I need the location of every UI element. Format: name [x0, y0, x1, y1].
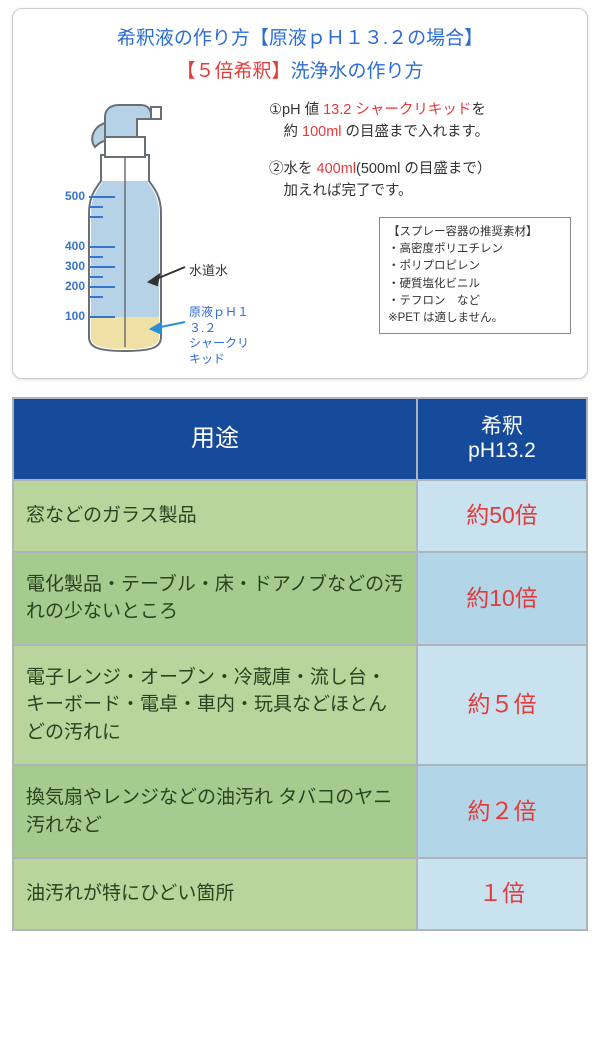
materials-l4: ・テフロン など	[388, 293, 562, 310]
use-cell: 換気扇やレンジなどの油汚れ タバコのヤニ汚れなど	[13, 765, 417, 858]
table-row: 換気扇やレンジなどの油汚れ タバコのヤニ汚れなど 約２倍	[13, 765, 587, 858]
scale-300: 300	[59, 259, 85, 273]
title2-rest: 洗浄水の作り方	[291, 61, 424, 82]
table-row: 電化製品・テーブル・床・ドアノブなどの汚れの少ないところ 約10倍	[13, 552, 587, 645]
instructions-block: ①pH 値 13.2 シャークリキッドを 約 100ml の目盛まで入れます。 …	[269, 97, 571, 362]
table-row: 油汚れが特にひどい箇所 １倍	[13, 858, 587, 929]
dilution-cell: 約10倍	[417, 552, 587, 645]
spray-bottle-diagram: 500 400 300 200 100 水道水 原液ｐＨ１３.２ シャークリキッ…	[29, 97, 259, 362]
dilution-cell: 約50倍	[417, 480, 587, 551]
use-cell: 電化製品・テーブル・床・ドアノブなどの汚れの少ないところ	[13, 552, 417, 645]
card-title-1: 希釈液の作り方【原液ｐＨ１３.２の場合】	[29, 23, 571, 50]
materials-l5: ※PET は適しません。	[388, 310, 562, 327]
table-row: 電子レンジ・オーブン・冷蔵庫・流し台・キーボード・電卓・車内・玩具などほとんどの…	[13, 645, 587, 766]
scale-400: 400	[59, 239, 85, 253]
dilution-cell: 約２倍	[417, 765, 587, 858]
label-orig-2: シャークリキッド	[189, 336, 249, 366]
dilution-table: 用途 希釈 pH13.2 窓などのガラス製品 約50倍 電化製品・テーブル・床・…	[12, 397, 588, 931]
diagram-row: 500 400 300 200 100 水道水 原液ｐＨ１３.２ シャークリキッ…	[29, 97, 571, 362]
instruction-card: 希釈液の作り方【原液ｐＨ１３.２の場合】 【５倍希釈】洗浄水の作り方	[12, 8, 588, 379]
use-cell: 電子レンジ・オーブン・冷蔵庫・流し台・キーボード・電卓・車内・玩具などほとんどの…	[13, 645, 417, 766]
instruction-1: ①pH 値 13.2 シャークリキッドを 約 100ml の目盛まで入れます。	[269, 99, 571, 144]
table-row: 窓などのガラス製品 約50倍	[13, 480, 587, 551]
dilution-cell: １倍	[417, 858, 587, 929]
scale-100: 100	[59, 309, 85, 323]
label-original-liquid: 原液ｐＨ１３.２ シャークリキッド	[189, 305, 259, 367]
materials-head: 【スプレー容器の推奨素材】	[388, 224, 562, 241]
materials-l2: ・ポリプロピレン	[388, 258, 562, 275]
use-cell: 窓などのガラス製品	[13, 480, 417, 551]
table-header-row: 用途 希釈 pH13.2	[13, 398, 587, 480]
materials-l1: ・高密度ポリエチレン	[388, 241, 562, 258]
use-cell: 油汚れが特にひどい箇所	[13, 858, 417, 929]
card-title-2: 【５倍希釈】洗浄水の作り方	[29, 56, 571, 83]
instruction-2: ②水を 400ml(500ml の目盛まで） 加えれば完了です。	[269, 158, 571, 203]
dilution-ratio: 【５倍希釈】	[176, 61, 290, 82]
dilution-cell: 約５倍	[417, 645, 587, 766]
col-use-header: 用途	[13, 398, 417, 480]
label-tap-water: 水道水	[189, 260, 228, 279]
label-orig-1: 原液ｐＨ１３.２	[189, 305, 249, 335]
materials-box: 【スプレー容器の推奨素材】 ・高密度ポリエチレン ・ポリプロピレン ・硬質塩化ビ…	[379, 217, 571, 335]
scale-500: 500	[59, 189, 85, 203]
col-dilution-header: 希釈 pH13.2	[417, 398, 587, 480]
scale-200: 200	[59, 279, 85, 293]
materials-l3: ・硬質塩化ビニル	[388, 276, 562, 293]
